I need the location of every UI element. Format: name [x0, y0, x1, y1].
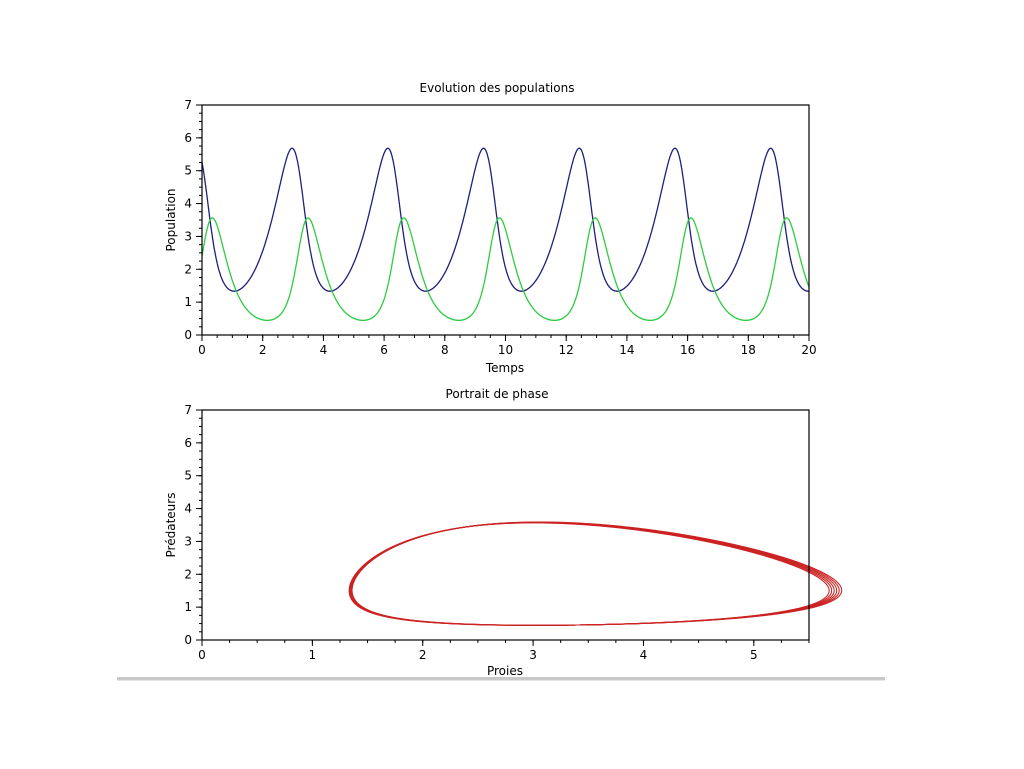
y-tick-label: 5 [184, 469, 192, 483]
y-tick-label: 4 [184, 502, 192, 516]
x-tick-label: 16 [680, 343, 695, 357]
x-tick-label: 2 [259, 343, 267, 357]
x-tick: 8 [441, 335, 449, 357]
phase-loop-line [349, 522, 833, 626]
x-tick: 14 [619, 335, 635, 357]
x-tick: 12 [559, 335, 574, 357]
phase-loop-line [350, 521, 838, 626]
x-tick: 4 [640, 640, 648, 662]
bottom-divider [117, 677, 885, 681]
x-tick: 4 [320, 335, 328, 357]
y-tick-label: 0 [184, 633, 192, 647]
prey-series-line [201, 147, 809, 292]
y-tick-label: 3 [184, 534, 192, 548]
y-tick-label: 0 [184, 328, 192, 342]
x-tick: 6 [380, 335, 388, 357]
time-series-title: Evolution des populations [420, 81, 575, 95]
x-tick-label: 6 [380, 343, 388, 357]
x-tick: 5 [750, 640, 758, 662]
x-tick: 20 [801, 335, 817, 357]
y-tick-label: 3 [184, 229, 192, 243]
x-tick: 2 [419, 640, 427, 662]
time-series-y-axis: 0 1 2 3 4 5 6 7 [184, 98, 202, 342]
y-tick-label: 2 [184, 567, 192, 581]
x-tick: 16 [680, 335, 695, 357]
phase-portrait-x-axis: 0 1 2 3 4 5 [198, 640, 810, 662]
x-tick-label: 12 [559, 343, 574, 357]
phase-portrait-frame [201, 409, 810, 641]
x-tick: 2 [259, 335, 267, 357]
x-tick: 0 [198, 640, 206, 662]
x-tick-label: 18 [741, 343, 756, 357]
phase-portrait-title: Portrait de phase [446, 387, 549, 401]
y-tick-label: 7 [184, 98, 192, 112]
x-tick-label: 4 [320, 343, 328, 357]
phase-loop-line [349, 522, 835, 626]
phase-portrait-x-label: Proies [487, 664, 523, 678]
x-tick-label: 8 [441, 343, 449, 357]
x-tick: 0 [198, 335, 206, 357]
time-series-plot-area [201, 147, 810, 322]
x-tick-label: 20 [801, 343, 816, 357]
y-tick-label: 4 [184, 197, 192, 211]
x-tick-label: 2 [419, 648, 427, 662]
time-series-frame [201, 104, 810, 336]
x-tick-label: 0 [198, 648, 206, 662]
x-tick: 1 [309, 640, 317, 662]
x-tick-label: 4 [640, 648, 648, 662]
phase-portrait-plot-area [348, 521, 843, 626]
x-tick-label: 1 [309, 648, 317, 662]
x-tick: 18 [741, 335, 756, 357]
y-tick-label: 2 [184, 262, 192, 276]
phase-loop-line [351, 521, 843, 626]
x-tick-label: 10 [498, 343, 513, 357]
time-series-chart: Evolution des populations 0 2 4 6 8 10 12 14 16 1… [164, 81, 817, 375]
predator-series-line [201, 217, 810, 322]
y-tick-label: 1 [184, 295, 192, 309]
x-tick-label: 3 [529, 648, 537, 662]
x-tick-label: 0 [198, 343, 206, 357]
phase-portrait-y-label: Prédateurs [164, 493, 178, 558]
y-tick-label: 1 [184, 600, 192, 614]
x-tick-label: 5 [750, 648, 758, 662]
y-tick-label: 7 [184, 403, 192, 417]
time-series-y-label: Population [164, 188, 178, 251]
x-tick: 3 [529, 640, 537, 662]
x-tick-label: 14 [619, 343, 634, 357]
phase-portrait-chart: Portrait de phase 0 1 2 3 4 5 0 1 2 3 4 5 6 7 Proies… [164, 387, 843, 678]
time-series-x-label: Temps [485, 361, 524, 375]
y-tick-label: 5 [184, 164, 192, 178]
x-tick: 10 [498, 335, 513, 357]
y-tick-label: 6 [184, 131, 192, 145]
phase-portrait-y-axis: 0 1 2 3 4 5 6 7 [184, 403, 202, 647]
time-series-x-axis: 0 2 4 6 8 10 12 14 16 18 20 [198, 335, 817, 357]
phase-loop-line [348, 522, 830, 626]
phase-loop-line [351, 521, 840, 626]
y-tick-label: 6 [184, 436, 192, 450]
